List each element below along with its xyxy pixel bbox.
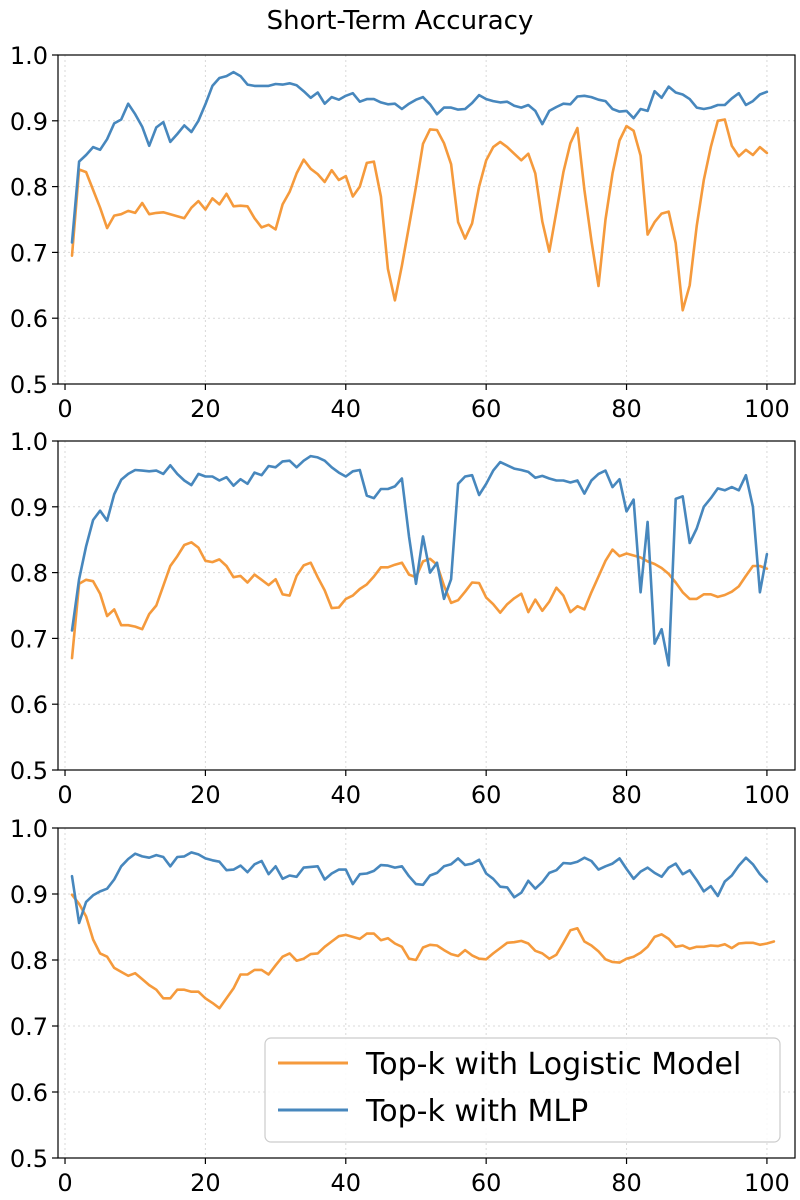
y-tick-label-3-3: 0.8: [10, 947, 48, 975]
x-tick-label-2-5: 100: [744, 781, 790, 809]
legend-frame: [264, 1037, 781, 1143]
y-tick-label-2-1: 0.6: [10, 691, 48, 719]
y-tick-label-2-3: 0.8: [10, 560, 48, 588]
y-tick-label-1-5: 1.0: [10, 42, 48, 70]
legend-label-mlp: Top-k with MLP: [365, 1094, 588, 1129]
x-tick-label-1-3: 60: [471, 395, 502, 423]
axes-frame-2: [57, 440, 796, 771]
series-line-mlp-3: [70, 851, 769, 925]
x-tick-label-3-0: 0: [57, 1169, 72, 1197]
chart-title: Short-Term Accuracy: [267, 6, 534, 36]
y-tick-label-2-5: 1.0: [10, 428, 48, 456]
legend-label-logistic: Top-k with Logistic Model: [365, 1047, 741, 1082]
x-tick-label-2-3: 60: [471, 781, 502, 809]
y-tick-label-2-0: 0.5: [10, 757, 48, 785]
y-tick-label-3-0: 0.5: [10, 1145, 48, 1173]
y-tick-label-3-4: 0.9: [10, 881, 48, 909]
series-line-mlp-2: [70, 454, 769, 667]
x-tick-label-3-1: 20: [190, 1169, 221, 1197]
axes-frame-3: [57, 827, 796, 1159]
axes-frame-1: [57, 54, 796, 385]
y-tick-label-1-0: 0.5: [10, 371, 48, 399]
x-tick-label-1-2: 40: [331, 395, 362, 423]
series-line-logistic-1: [70, 118, 769, 312]
y-tick-label-1-1: 0.6: [10, 305, 48, 333]
panels: 0 20 40 60 80 100 0.5 0.6 0.7 0.8 0.9 1.0 0 20 40 60 80 1…: [10, 42, 796, 1197]
x-tick-label-1-4: 80: [611, 395, 642, 423]
y-tick-label-3-1: 0.6: [10, 1079, 48, 1107]
x-tick-label-2-4: 80: [611, 781, 642, 809]
x-tick-label-2-0: 0: [57, 781, 72, 809]
x-tick-label-3-5: 100: [744, 1169, 790, 1197]
y-tick-label-2-2: 0.7: [10, 625, 48, 653]
y-tick-label-3-5: 1.0: [10, 815, 48, 843]
y-tick-label-1-2: 0.7: [10, 239, 48, 267]
x-tick-label-1-5: 100: [744, 395, 790, 423]
panel-2: 0 20 40 60 80 100 0.5 0.6 0.7 0.8 0.9 1.0: [10, 428, 796, 809]
series-line-mlp-1: [70, 70, 769, 244]
x-tick-label-2-2: 40: [331, 781, 362, 809]
y-tick-label-2-4: 0.9: [10, 494, 48, 522]
panel-1: 0 20 40 60 80 100 0.5 0.6 0.7 0.8 0.9 1.0: [10, 42, 796, 423]
y-tick-label-3-2: 0.7: [10, 1013, 48, 1041]
x-tick-label-3-4: 80: [611, 1169, 642, 1197]
x-tick-label-1-0: 0: [57, 395, 72, 423]
y-tick-label-1-3: 0.8: [10, 174, 48, 202]
legend: Top-k with Logistic Model Top-k with MLP: [264, 1037, 781, 1143]
x-tick-label-3-3: 60: [471, 1169, 502, 1197]
x-tick-label-3-2: 40: [331, 1169, 362, 1197]
x-tick-label-1-1: 20: [190, 395, 221, 423]
x-tick-label-2-1: 20: [190, 781, 221, 809]
y-tick-label-1-4: 0.9: [10, 108, 48, 136]
series-line-logistic-3: [70, 893, 776, 1010]
